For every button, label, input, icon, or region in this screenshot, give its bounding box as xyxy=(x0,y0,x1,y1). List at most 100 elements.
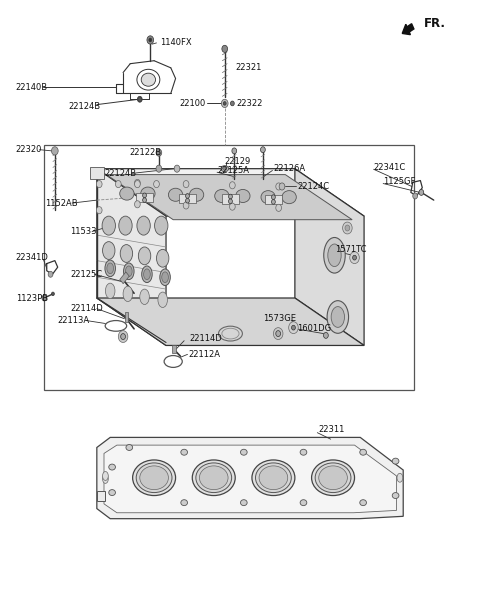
Ellipse shape xyxy=(160,269,170,285)
Ellipse shape xyxy=(155,216,168,235)
Circle shape xyxy=(134,181,140,188)
Text: 22320: 22320 xyxy=(16,145,42,154)
Polygon shape xyxy=(295,169,364,346)
Ellipse shape xyxy=(103,474,108,483)
Ellipse shape xyxy=(106,283,115,299)
Ellipse shape xyxy=(132,460,176,495)
Ellipse shape xyxy=(331,306,345,327)
Text: 1571TC: 1571TC xyxy=(336,245,367,254)
Text: 22100: 22100 xyxy=(180,99,206,108)
Text: 22129: 22129 xyxy=(224,157,251,166)
Circle shape xyxy=(274,328,283,340)
Bar xyxy=(222,194,239,204)
Ellipse shape xyxy=(138,247,151,265)
Ellipse shape xyxy=(107,263,114,274)
Circle shape xyxy=(413,193,418,199)
Circle shape xyxy=(419,190,424,195)
Circle shape xyxy=(186,194,190,198)
Text: 22341C: 22341C xyxy=(373,163,406,172)
Text: 22114D: 22114D xyxy=(189,334,222,343)
Circle shape xyxy=(134,179,140,187)
Text: 22122B: 22122B xyxy=(129,148,161,157)
Circle shape xyxy=(272,200,276,204)
Bar xyxy=(136,193,153,203)
Circle shape xyxy=(343,222,352,234)
Ellipse shape xyxy=(109,464,116,470)
Text: 22124B: 22124B xyxy=(68,103,100,111)
Circle shape xyxy=(156,165,162,172)
Circle shape xyxy=(353,255,357,260)
Circle shape xyxy=(183,202,189,209)
Polygon shape xyxy=(97,437,403,519)
Circle shape xyxy=(223,102,226,105)
Ellipse shape xyxy=(126,445,132,451)
Ellipse shape xyxy=(190,188,204,201)
Circle shape xyxy=(186,198,190,203)
Ellipse shape xyxy=(360,449,366,455)
Ellipse shape xyxy=(319,466,348,489)
Text: FR.: FR. xyxy=(424,17,446,30)
Circle shape xyxy=(139,98,141,101)
Circle shape xyxy=(324,333,328,339)
Ellipse shape xyxy=(324,237,345,273)
Ellipse shape xyxy=(312,460,355,495)
Ellipse shape xyxy=(199,466,228,489)
Ellipse shape xyxy=(300,499,307,505)
Bar xyxy=(265,195,282,204)
Ellipse shape xyxy=(252,460,295,495)
Ellipse shape xyxy=(103,471,108,480)
Circle shape xyxy=(147,36,154,44)
Text: 22113A: 22113A xyxy=(58,316,90,325)
Ellipse shape xyxy=(120,187,134,200)
Circle shape xyxy=(138,97,142,102)
Ellipse shape xyxy=(136,463,172,492)
Ellipse shape xyxy=(397,473,403,482)
Ellipse shape xyxy=(162,272,168,283)
Ellipse shape xyxy=(236,190,250,203)
Polygon shape xyxy=(97,491,106,501)
Ellipse shape xyxy=(140,289,149,305)
Ellipse shape xyxy=(215,190,229,203)
Bar xyxy=(44,145,414,390)
Circle shape xyxy=(276,183,281,190)
Text: 22322: 22322 xyxy=(236,99,263,108)
Circle shape xyxy=(96,181,102,188)
Text: 22341D: 22341D xyxy=(16,253,48,262)
Ellipse shape xyxy=(140,466,168,489)
Ellipse shape xyxy=(223,167,227,170)
Text: 22114D: 22114D xyxy=(71,304,103,313)
Circle shape xyxy=(48,271,53,277)
Ellipse shape xyxy=(105,260,116,277)
Circle shape xyxy=(230,101,234,106)
Circle shape xyxy=(154,181,159,188)
Ellipse shape xyxy=(282,191,296,204)
Bar xyxy=(120,272,129,284)
Text: 22321: 22321 xyxy=(235,63,262,72)
Bar xyxy=(172,346,176,353)
Ellipse shape xyxy=(327,300,348,333)
Circle shape xyxy=(288,322,298,334)
Circle shape xyxy=(143,193,146,198)
Circle shape xyxy=(229,203,235,210)
Ellipse shape xyxy=(192,460,235,495)
FancyArrow shape xyxy=(402,24,414,35)
Circle shape xyxy=(350,252,360,263)
Circle shape xyxy=(232,148,237,154)
Circle shape xyxy=(42,295,47,301)
Circle shape xyxy=(222,45,228,52)
Ellipse shape xyxy=(261,191,276,204)
Circle shape xyxy=(228,199,232,204)
Polygon shape xyxy=(97,169,364,216)
Ellipse shape xyxy=(141,73,156,86)
Ellipse shape xyxy=(158,292,168,308)
Text: 1152AB: 1152AB xyxy=(45,198,78,207)
Circle shape xyxy=(291,325,295,330)
Ellipse shape xyxy=(142,266,152,283)
Text: 22125A: 22125A xyxy=(217,166,249,175)
Ellipse shape xyxy=(315,463,351,492)
Ellipse shape xyxy=(125,266,132,277)
Ellipse shape xyxy=(181,449,188,455)
Ellipse shape xyxy=(300,449,307,455)
Ellipse shape xyxy=(392,492,399,498)
Text: 22112A: 22112A xyxy=(189,350,220,359)
